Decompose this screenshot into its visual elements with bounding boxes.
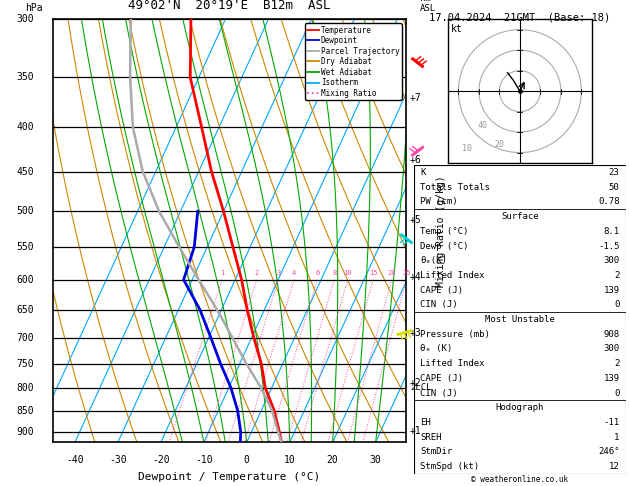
Text: 300: 300	[603, 345, 620, 353]
Text: 30: 30	[370, 455, 382, 465]
Text: +7: +7	[410, 93, 421, 103]
Text: Dewp (°C): Dewp (°C)	[420, 242, 469, 251]
Text: 800: 800	[16, 383, 34, 393]
Text: 12: 12	[609, 462, 620, 471]
Text: Dewpoint / Temperature (°C): Dewpoint / Temperature (°C)	[138, 472, 321, 482]
Text: +3: +3	[410, 328, 421, 338]
Text: 23: 23	[609, 168, 620, 177]
Text: +4: +4	[410, 272, 421, 282]
Text: 4: 4	[292, 270, 296, 277]
Text: 2LCL: 2LCL	[410, 383, 431, 392]
Text: 40: 40	[478, 122, 488, 130]
Text: 139: 139	[603, 286, 620, 295]
Text: θₑ(K): θₑ(K)	[420, 256, 447, 265]
Text: θₑ (K): θₑ (K)	[420, 345, 452, 353]
Text: 750: 750	[16, 359, 34, 368]
Text: StmDir: StmDir	[420, 447, 452, 456]
Text: 300: 300	[603, 256, 620, 265]
Text: 0: 0	[244, 455, 250, 465]
Text: 900: 900	[16, 427, 34, 437]
Text: Totals Totals: Totals Totals	[420, 183, 490, 192]
Text: 300: 300	[16, 15, 34, 24]
Text: 10: 10	[284, 455, 296, 465]
Text: SREH: SREH	[420, 433, 442, 442]
Text: 908: 908	[603, 330, 620, 339]
Text: 15: 15	[369, 270, 377, 277]
Text: -1.5: -1.5	[598, 242, 620, 251]
Text: -30: -30	[109, 455, 126, 465]
Text: 0: 0	[614, 300, 620, 310]
Text: CIN (J): CIN (J)	[420, 388, 458, 398]
Text: +2: +2	[410, 378, 421, 388]
Text: 2: 2	[255, 270, 259, 277]
Text: 450: 450	[16, 167, 34, 177]
Text: CIN (J): CIN (J)	[420, 300, 458, 310]
Text: 20: 20	[327, 455, 338, 465]
Text: km
ASL: km ASL	[420, 0, 436, 13]
Text: 6: 6	[315, 270, 320, 277]
Text: 17.04.2024  21GMT  (Base: 18): 17.04.2024 21GMT (Base: 18)	[429, 12, 611, 22]
Legend: Temperature, Dewpoint, Parcel Trajectory, Dry Adiabat, Wet Adiabat, Isotherm, Mi: Temperature, Dewpoint, Parcel Trajectory…	[305, 23, 402, 100]
Text: Hodograph: Hodograph	[496, 403, 544, 412]
Text: 550: 550	[16, 242, 34, 252]
Text: -11: -11	[603, 418, 620, 427]
Text: 500: 500	[16, 206, 34, 216]
Text: CAPE (J): CAPE (J)	[420, 374, 463, 383]
Text: +5: +5	[410, 215, 421, 225]
Text: 246°: 246°	[598, 447, 620, 456]
Text: 850: 850	[16, 405, 34, 416]
Text: Most Unstable: Most Unstable	[485, 315, 555, 324]
Text: 139: 139	[603, 374, 620, 383]
Text: 600: 600	[16, 275, 34, 285]
Text: Surface: Surface	[501, 212, 538, 221]
Text: 1: 1	[220, 270, 224, 277]
Text: 10: 10	[343, 270, 352, 277]
Text: Pressure (mb): Pressure (mb)	[420, 330, 490, 339]
Text: 8: 8	[332, 270, 337, 277]
Text: StmSpd (kt): StmSpd (kt)	[420, 462, 479, 471]
Text: © weatheronline.co.uk: © weatheronline.co.uk	[471, 474, 569, 484]
Text: PW (cm): PW (cm)	[420, 197, 458, 207]
Text: 650: 650	[16, 305, 34, 315]
Text: 350: 350	[16, 72, 34, 82]
Text: 25: 25	[402, 270, 411, 277]
Text: Temp (°C): Temp (°C)	[420, 227, 469, 236]
Text: Lifted Index: Lifted Index	[420, 271, 485, 280]
Text: 1: 1	[614, 433, 620, 442]
Text: K: K	[420, 168, 426, 177]
Text: 10: 10	[462, 144, 472, 153]
Text: Mixing Ratio (g/kg): Mixing Ratio (g/kg)	[436, 175, 446, 287]
Text: 2: 2	[614, 359, 620, 368]
Text: hPa: hPa	[25, 3, 43, 13]
Text: -10: -10	[195, 455, 213, 465]
Text: +1: +1	[410, 426, 421, 436]
Text: -20: -20	[152, 455, 170, 465]
Text: Lifted Index: Lifted Index	[420, 359, 485, 368]
Text: 49°02'N  20°19'E  B12m  ASL: 49°02'N 20°19'E B12m ASL	[128, 0, 331, 12]
Text: 20: 20	[387, 270, 396, 277]
Text: 20: 20	[494, 140, 504, 149]
Text: 700: 700	[16, 332, 34, 343]
Text: -40: -40	[66, 455, 84, 465]
Text: +6: +6	[410, 155, 421, 165]
Text: kt: kt	[451, 24, 463, 34]
Text: 8.1: 8.1	[603, 227, 620, 236]
Text: 2: 2	[614, 271, 620, 280]
Text: EH: EH	[420, 418, 431, 427]
Text: 3: 3	[276, 270, 281, 277]
Text: 400: 400	[16, 122, 34, 133]
Text: 0.78: 0.78	[598, 197, 620, 207]
Text: 0: 0	[614, 388, 620, 398]
Text: CAPE (J): CAPE (J)	[420, 286, 463, 295]
Text: 50: 50	[609, 183, 620, 192]
